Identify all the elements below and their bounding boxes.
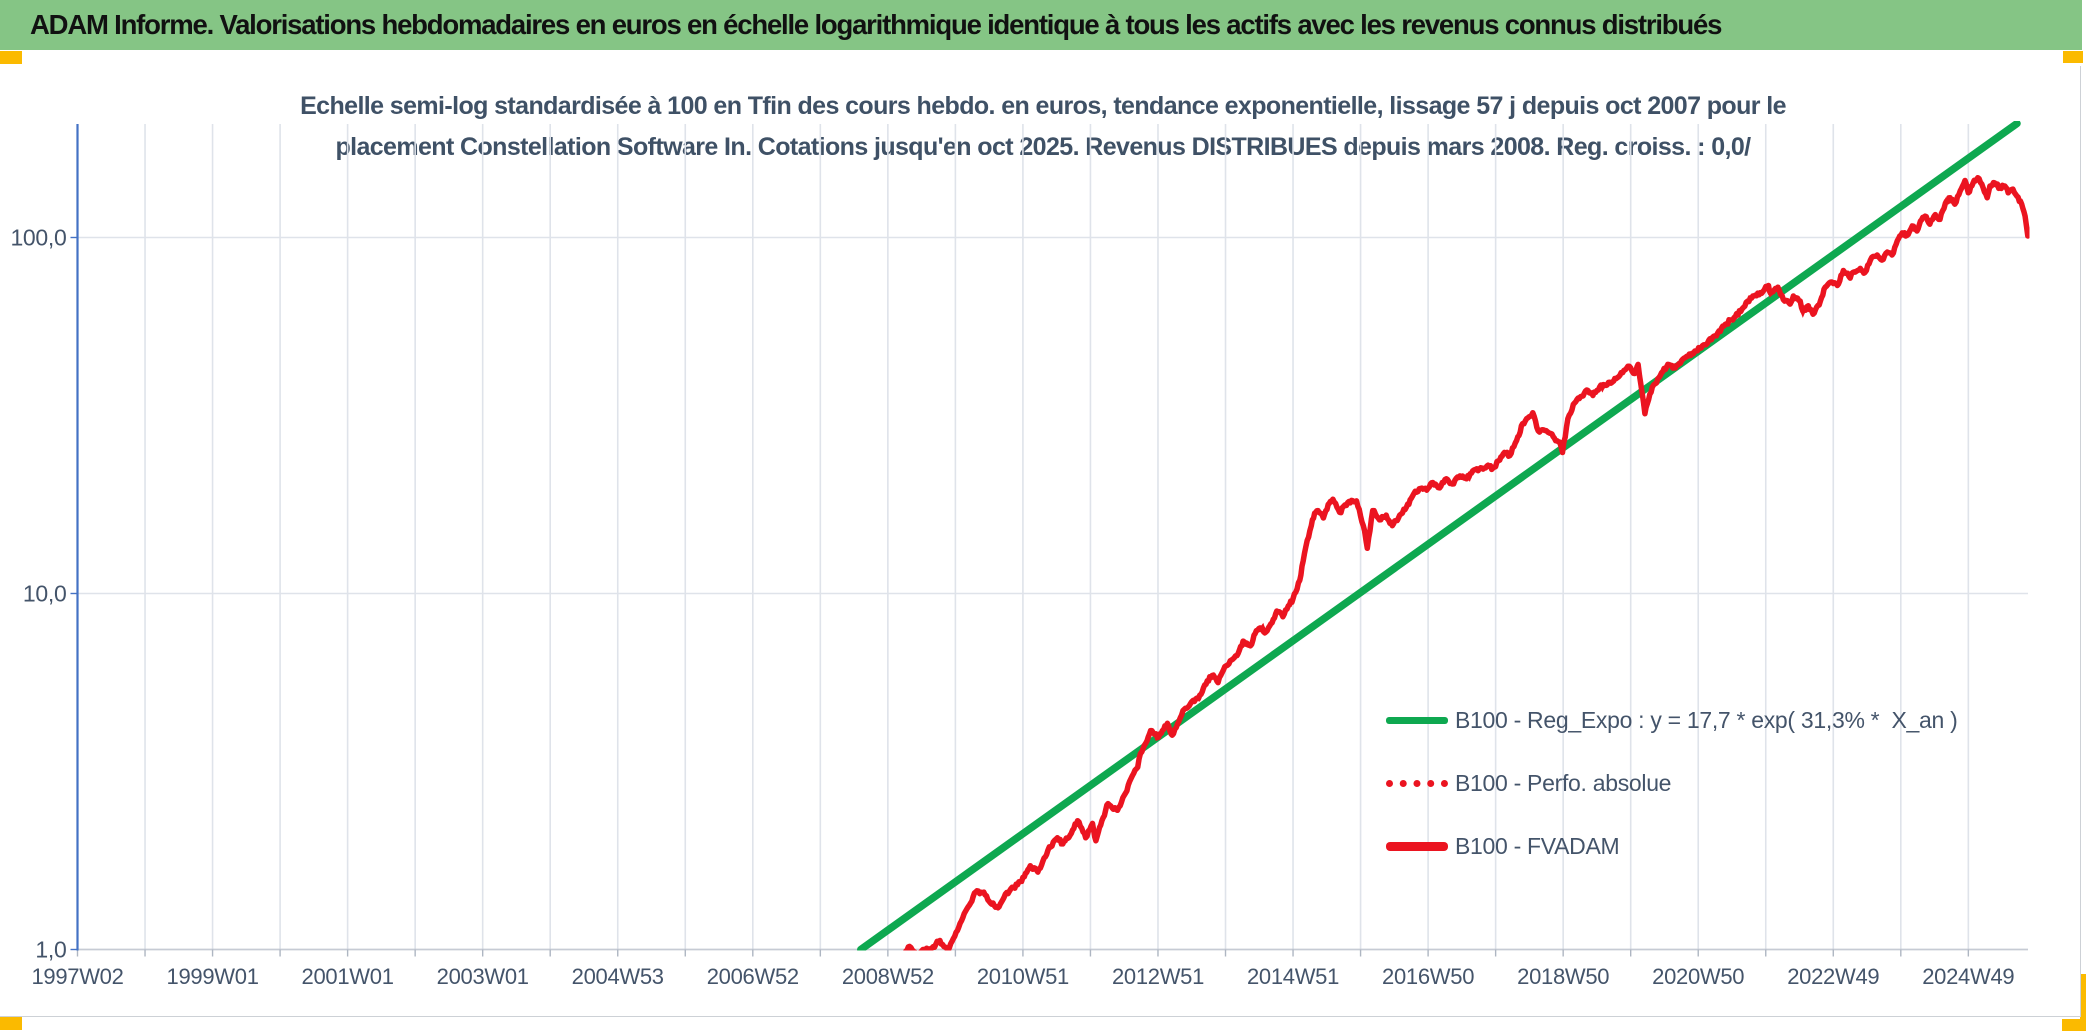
legend-item-perfo-absolue: B100 - Perfo. absolue (1386, 766, 1957, 800)
x-tick-label: 2020W50 (1652, 964, 1744, 989)
x-tick-label: 2022W49 (1787, 964, 1879, 989)
chart-legend: B100 - Reg_Expo : y = 17,7 * exp( 31,3% … (1386, 703, 1958, 892)
gridlines (77, 124, 2028, 950)
series-fvadam-line (903, 174, 2030, 951)
x-tick-label: 2010W51 (977, 964, 1069, 989)
chart-title-line-1: Echelle semi-log standardisée à 100 en T… (300, 92, 1786, 120)
series-reg-expo-line (857, 121, 2021, 951)
gold-corner-accent-top-left (0, 51, 22, 64)
x-tick-label: 2018W50 (1517, 964, 1609, 989)
report-header-bar: ADAM Informe. Valorisations hebdomadaire… (0, 0, 2082, 50)
chart-title: Echelle semi-log standardisée à 100 en T… (60, 86, 2026, 168)
y-tick-label: 10,0 (23, 581, 67, 607)
y-tick-label: 100,0 (10, 225, 66, 251)
gold-corner-accent-bottom-right-horizontal (2062, 1019, 2086, 1031)
x-axis-ticks (76, 949, 1970, 957)
report-header-title: ADAM Informe. Valorisations hebdomadaire… (30, 9, 1722, 40)
legend-red-line-icon (1386, 841, 1448, 851)
x-tick-label: 1999W01 (167, 964, 259, 989)
legend-label: B100 - Reg_Expo : y = 17,7 * exp( 31,3% … (1455, 706, 1958, 733)
x-tick-label: 2001W01 (302, 964, 394, 989)
legend-item-reg-expo: B100 - Reg_Expo : y = 17,7 * exp( 31,3% … (1386, 703, 1958, 737)
chart-title-line-2: placement Constellation Software In. Cot… (335, 133, 1751, 161)
x-tick-label: 2012W51 (1112, 964, 1204, 989)
x-tick-label: 2014W51 (1247, 964, 1339, 989)
x-tick-label: 2008W52 (842, 964, 934, 989)
gold-corner-accent-bottom-right-vertical (2080, 974, 2086, 1031)
legend-red-dotted-line-icon (1386, 779, 1448, 787)
gold-corner-accent-bottom-left (0, 1017, 22, 1030)
x-tick-label: 1997W02 (31, 964, 123, 989)
y-tick-label: 1,0 (35, 937, 66, 963)
legend-item-fvadam: B100 - FVADAM (1386, 829, 1957, 863)
x-tick-label: 2016W50 (1382, 964, 1474, 989)
legend-label: B100 - Perfo. absolue (1455, 769, 1672, 796)
legend-green-line-icon (1386, 716, 1448, 724)
gold-corner-accent-top-right (2063, 51, 2083, 63)
series-group (857, 121, 2030, 951)
x-tick-label: 2003W01 (437, 964, 529, 989)
legend-label: B100 - FVADAM (1455, 832, 1620, 859)
x-tick-label: 2004W53 (572, 964, 664, 989)
x-tick-label: 2006W52 (707, 964, 799, 989)
x-tick-label: 2024W49 (1922, 964, 2014, 989)
